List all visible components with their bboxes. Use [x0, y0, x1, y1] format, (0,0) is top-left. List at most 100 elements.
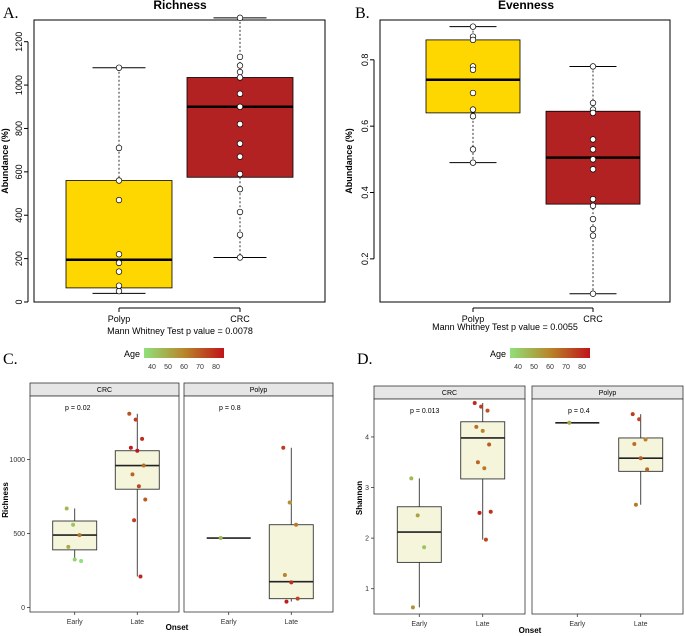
panel-a-point-crc-8 [236, 140, 244, 147]
panel-d-facet-crc-strip-label: CRC [442, 390, 457, 397]
panel-d-facet-crc-box-late-point-9 [477, 510, 482, 515]
panel-c-facet-polyp-box-late-point-5 [295, 596, 300, 601]
age-legend-c-tick-50: 50 [164, 364, 172, 371]
panel-b-point-crc-5 [589, 146, 597, 153]
panel-a-ylabel: Abundance (%) [0, 128, 10, 194]
panel-b-box-polyp [425, 23, 521, 166]
panel-d-facet-crc-box-early-point-0 [409, 476, 414, 481]
panel-d-facet-crc-box-early-point-3 [410, 605, 415, 610]
panel-d-facet-polyp-box-late-point-1 [637, 417, 642, 422]
panel-c-ylabel: Richness [1, 482, 10, 518]
panel-b-point-polyp-6 [469, 106, 477, 113]
panel-a-point-crc-7 [236, 120, 244, 128]
panel-a-point-polyp-5 [115, 259, 123, 267]
panel-b-point-crc-3 [589, 109, 597, 117]
panel-b-x-tick-label-crc: CRC [583, 314, 603, 324]
panel-b-point-crc-12 [589, 232, 597, 239]
age-legend-d-tick-60: 60 [546, 364, 554, 371]
panel-d-facet-polyp-box-late-point-2 [643, 437, 648, 442]
panel-c-facet-polyp-box-late [268, 445, 314, 604]
panel-b-y-tick-label-2: 0.6 [360, 120, 370, 133]
panel-c-facet-crc-box-late-point-1 [133, 417, 138, 422]
age-legend-d-tick-70: 70 [562, 364, 570, 371]
panel-d-shannon-by-onset: D. Shannon Onset 1 2 3 4 CRC p = 0.013 Early La… [355, 351, 684, 635]
panel-c-facet-crc-box-late-iqr [114, 450, 160, 490]
panel-d-facet-crc-box-late-point-10 [483, 537, 488, 542]
panel-c-facet-crc-box-late-point-6 [130, 472, 135, 477]
panel-d-facet-polyp-box-early [555, 420, 600, 425]
panel-d-facet-crc-box-late-point-5 [487, 442, 492, 447]
panel-c-facet-crc-x-tick-label-late: Late [130, 619, 144, 626]
panel-b-y-tick-label-0: 0.2 [360, 253, 370, 266]
age-legend-c-tick-40: 40 [148, 364, 156, 371]
age-legend-c-tick-70: 70 [196, 364, 204, 371]
panel-d-facet-crc-box-early-point-1 [415, 513, 420, 518]
panel-d-facet-polyp-pvalue: p = 0.4 [568, 408, 590, 415]
panel-d-facet-polyp-box-late-point-0 [630, 412, 635, 417]
panel-a-point-crc-3 [236, 68, 244, 76]
panel-b-letter: B. [355, 5, 370, 22]
panel-b-ylabel: Abundance (%) [344, 128, 354, 194]
panel-c-facet-crc-box-late [114, 411, 160, 579]
panel-c-y-tick-label-2: 1000 [9, 457, 25, 464]
panel-d-facet-crc-box-late-point-2 [485, 408, 490, 413]
panel-a-richness-boxplot: A. Richness Abundance (%) 0 200 400 600 800 1… [0, 0, 326, 336]
panel-a-point-crc-13 [236, 231, 244, 238]
panel-a-point-polyp-8 [115, 288, 123, 295]
panel-b-point-polyp-5 [469, 89, 477, 97]
panel-c-facet-polyp: Polyp p = 0.8 Early Late [183, 382, 334, 626]
panel-c-richness-by-onset: C. Richness Onset 0 500 1000 CRC p = 0.02 Ear… [1, 351, 334, 632]
panel-a-y-tick-label-1: 200 [14, 251, 24, 266]
age-legend-c-tick-80: 80 [212, 364, 220, 371]
panel-d-facet-crc-box-early-point-2 [422, 545, 427, 550]
panel-a-y-tick-label-4: 800 [14, 121, 24, 136]
panel-a-point-crc-5 [236, 90, 244, 97]
panel-b-point-crc-11 [589, 225, 597, 233]
panel-c-facet-crc-box-late-point-2 [140, 436, 145, 441]
panel-c-facet-polyp-pvalue: p = 0.8 [219, 405, 241, 412]
panel-d-facet-polyp-box-late-iqr [618, 437, 664, 472]
panel-c-facet-crc-box-early [52, 506, 98, 563]
panel-d-facet-crc: CRC p = 0.013 Early Late [373, 385, 526, 628]
age-legend-d-colorbar [510, 348, 590, 358]
panel-c-facet-crc-box-late-point-4 [135, 448, 140, 453]
panel-d-facet-crc-box-early [396, 476, 442, 610]
panel-d-facet-crc-x-tick-label-late: Late [476, 621, 490, 628]
panel-a-box-polyp [65, 64, 173, 295]
panel-b-iqr-box-polyp [425, 39, 521, 114]
panel-d-facet-polyp-box-late-point-6 [633, 502, 638, 507]
panel-b-point-polyp-8 [469, 146, 477, 153]
panel-b-point-polyp-4 [469, 66, 477, 73]
panel-c-facet-polyp-box-late-point-2 [294, 522, 299, 527]
panel-a-y-tick-label-2: 400 [14, 208, 24, 223]
panel-a-plot-frame [33, 19, 326, 303]
panel-a-x-tick-label-polyp: Polyp [108, 314, 131, 324]
panel-b-point-crc-7 [589, 166, 597, 173]
age-legend-d-title: Age [490, 349, 506, 359]
panel-a-point-polyp-4 [115, 251, 123, 258]
panel-b-point-crc-4 [589, 136, 597, 143]
panel-d-facet-crc-box-late-point-7 [482, 466, 487, 471]
panel-b-point-crc-10 [589, 215, 597, 223]
panel-d-facet-polyp-box-early-point-0 [567, 420, 572, 425]
panel-d-facet-polyp-box-late [618, 412, 664, 507]
panel-d-facet-crc-box-late-point-0 [472, 401, 477, 406]
panel-a-y-tick-label-0: 0 [14, 299, 24, 304]
panel-d-xlabel: Onset [519, 626, 542, 635]
panel-b-evenness-boxplot: B. Evenness Abundance (%) 0.2 0.4 0.6 0.8 Po… [344, 0, 671, 332]
panel-c-facet-polyp-box-early [206, 536, 251, 541]
age-legend-d: Age 40 50 60 70 80 [490, 348, 590, 371]
panel-c-facet-polyp-box-late-point-4 [289, 580, 294, 585]
age-legend-c-tick-60: 60 [180, 364, 188, 371]
panel-b-point-polyp-9 [469, 159, 477, 166]
panel-a-point-polyp-1 [115, 144, 123, 152]
panel-b-point-polyp-0 [469, 23, 477, 30]
panel-d-facet-crc-box-late-point-4 [480, 428, 485, 433]
panel-a-point-crc-4 [236, 74, 244, 81]
panel-d-facet-polyp-box-late-point-5 [645, 467, 650, 472]
panel-c-facet-crc-panel-frame [29, 395, 180, 613]
panel-c-facet-crc-box-late-point-8 [143, 497, 148, 502]
panel-d-facet-polyp-x-tick-label-early: Early [569, 621, 585, 628]
panel-d-facet-crc-x-tick-label-early: Early [411, 621, 427, 628]
